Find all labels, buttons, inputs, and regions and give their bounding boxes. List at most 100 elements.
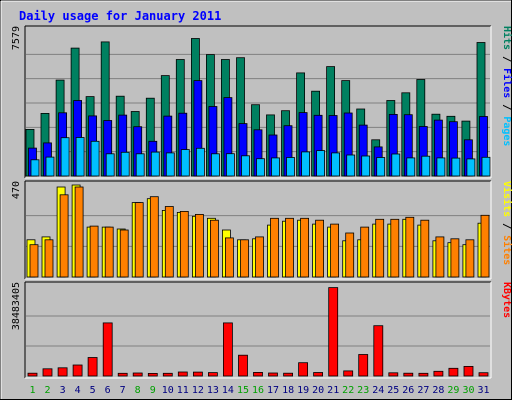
bar-sites-day-13: [209, 219, 219, 278]
x-tick-label-day-21: 21: [327, 385, 339, 396]
bar-sites-day-16: [255, 236, 264, 278]
bar-sites-day-8: [134, 202, 144, 278]
bar-pages-day-31: [481, 156, 491, 177]
bar-pages-day-18: [286, 157, 295, 177]
bar-pages-day-10: [165, 152, 175, 177]
series-legend: Hits / Files / Pages: [501, 26, 512, 146]
bar-kbytes-day-24: [373, 325, 384, 377]
x-tick-label-day-27: 27: [417, 385, 429, 396]
bar-pages-day-30: [466, 158, 476, 177]
bar-kbytes-day-7: [117, 372, 128, 377]
bar-kbytes-day-12: [192, 371, 203, 377]
legend-entry: /: [501, 50, 512, 68]
bar-kbytes-day-10: [162, 372, 173, 377]
x-tick-label-day-10: 10: [162, 385, 174, 396]
bar-sites-day-2: [44, 239, 54, 278]
bar-kbytes-day-1: [27, 372, 38, 377]
x-tick-label-day-18: 18: [282, 385, 294, 396]
bar-sites-day-28: [435, 236, 445, 278]
bar-pages-day-3: [60, 137, 70, 177]
bar-pages-day-21: [331, 152, 341, 177]
bar-kbytes-day-13: [207, 372, 218, 377]
plot-area: [25, 282, 491, 378]
bar-kbytes-day-18: [283, 372, 294, 377]
bar-pages-day-26: [406, 157, 416, 177]
bar-kbytes-day-22: [343, 370, 354, 377]
bar-pages-day-15: [241, 155, 250, 177]
bar-pages-day-25: [391, 153, 401, 177]
x-tick-label-day-7: 7: [120, 385, 126, 396]
x-tick-label-day-3: 3: [60, 385, 66, 396]
bar-sites-day-30: [465, 239, 475, 278]
bar-pages-day-8: [135, 153, 145, 177]
bar-pages-day-17: [271, 157, 280, 177]
bar-sites-day-19: [300, 217, 310, 278]
bar-sites-day-9: [149, 196, 159, 278]
bar-kbytes-day-25: [388, 372, 399, 377]
bar-kbytes-day-15: [238, 354, 248, 377]
bar-sites-day-11: [179, 210, 189, 278]
x-axis-labels: 1 2 3 4 5 6 7 8 9 10 11 12 13 14 15 16 17 18 19 20 21 22 23 24 2…: [29, 385, 489, 396]
bar-pages-day-16: [256, 158, 265, 177]
legend-entry: KBytes: [501, 282, 512, 318]
x-tick-label-day-8: 8: [135, 385, 141, 396]
bar-kbytes-day-17: [268, 372, 278, 377]
bar-sites-day-20: [315, 219, 325, 278]
panel-kbytes: 38483405 KBytes: [11, 281, 512, 379]
x-tick-label-day-16: 16: [252, 385, 264, 396]
x-tick-label-day-13: 13: [207, 385, 219, 396]
bar-kbytes-day-8: [132, 372, 143, 377]
bar-kbytes-day-14: [222, 322, 233, 377]
bar-sites-day-22: [345, 232, 355, 278]
bar-sites-day-24: [375, 218, 385, 278]
x-tick-label-day-6: 6: [105, 385, 111, 396]
bar-pages-day-5: [90, 140, 100, 177]
bar-sites-day-31: [480, 214, 490, 278]
bar-pages-day-24: [376, 157, 386, 177]
bar-sites-day-4: [74, 186, 84, 278]
bar-kbytes-day-5: [87, 357, 98, 377]
bar-pages-day-12: [195, 147, 205, 177]
x-tick-label-day-5: 5: [90, 385, 96, 396]
bar-kbytes-day-26: [403, 372, 414, 377]
bar-sites-day-25: [390, 218, 400, 278]
bar-pages-day-9: [150, 151, 160, 177]
x-tick-label-day-15: 15: [237, 385, 249, 396]
series-legend: Visits / Sites: [501, 181, 512, 265]
bar-pages-day-29: [451, 157, 461, 177]
y-max-label: 7579: [11, 26, 22, 50]
x-tick-label-day-22: 22: [342, 385, 354, 396]
bar-pages-day-11: [180, 149, 190, 177]
legend-entry: Visits: [501, 181, 512, 217]
bar-kbytes-day-21: [328, 287, 339, 377]
legend-entry: /: [501, 217, 512, 235]
y-max-label: 470: [11, 181, 22, 199]
bar-pages-day-7: [120, 151, 130, 177]
chart-panels: 7579 Hits / Files / Pages 470 Visits / Site…: [11, 25, 512, 379]
bar-kbytes-day-3: [57, 367, 68, 377]
bar-kbytes-day-6: [102, 322, 113, 377]
bar-kbytes-day-11: [177, 371, 188, 377]
bar-sites-day-26: [405, 216, 415, 278]
bar-sites-day-6: [104, 226, 114, 278]
bar-sites-day-10: [164, 206, 174, 278]
x-tick-label-day-9: 9: [150, 385, 156, 396]
chart-title: Daily usage for January 2011: [19, 9, 221, 23]
x-tick-label-day-11: 11: [177, 385, 189, 396]
legend-entry: Files: [501, 68, 512, 98]
bar-sites-day-21: [330, 223, 340, 278]
bar-pages-day-23: [361, 155, 371, 177]
bar-kbytes-day-28: [433, 370, 444, 377]
bar-pages-day-2: [45, 156, 55, 177]
bar-pages-day-13: [210, 153, 220, 177]
x-tick-label-day-4: 4: [75, 385, 81, 396]
bar-sites-day-23: [360, 226, 370, 278]
legend-entry: Sites: [501, 235, 512, 265]
x-tick-label-day-28: 28: [432, 385, 444, 396]
bar-sites-day-7: [119, 229, 129, 278]
x-tick-label-day-26: 26: [402, 385, 414, 396]
x-tick-label-day-31: 31: [477, 385, 489, 396]
bar-sites-day-15: [240, 239, 249, 278]
x-tick-label-day-1: 1: [29, 385, 35, 396]
